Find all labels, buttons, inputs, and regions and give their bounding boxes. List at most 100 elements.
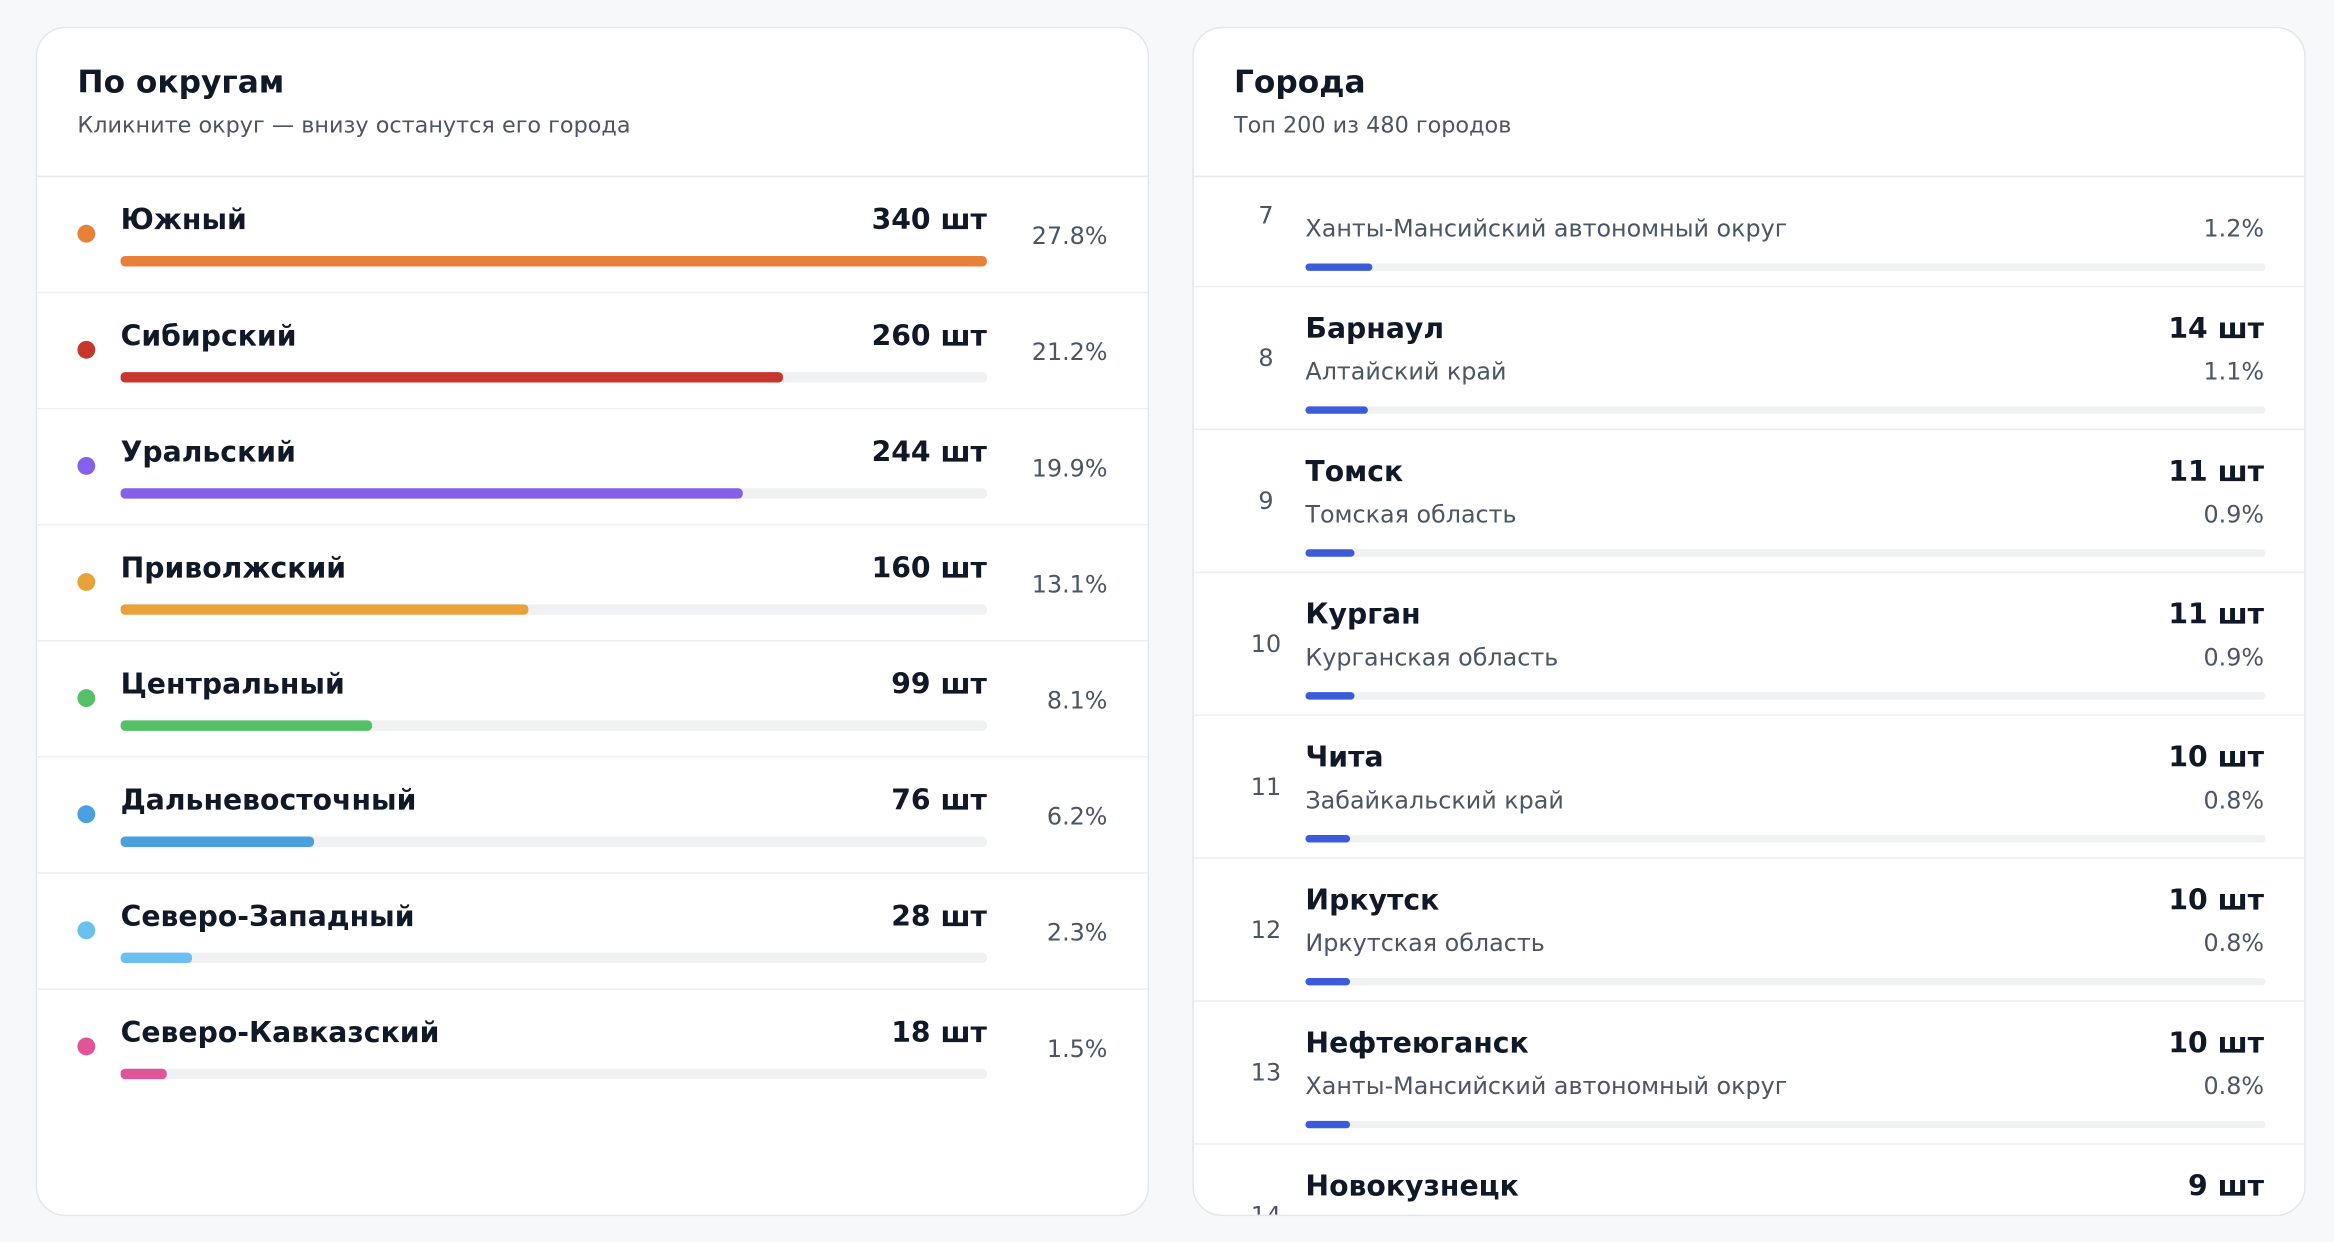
bar-track [1305,263,2266,271]
city-name: Иркутск [1305,884,1440,917]
district-row[interactable]: Сибирский 260 шт 21.2% [37,293,1148,410]
city-rank: 14 [1238,1201,1293,1214]
city-region: Алтайский край [1305,357,1507,386]
divider [1193,571,2305,574]
district-row[interactable]: Центральный 99 шт 8.1% [37,642,1148,758]
district-row[interactable]: Дальневосточный 76 шт 6.2% [37,758,1148,874]
district-row[interactable]: Северо-Западный 28 шт 2.3% [37,874,1148,990]
city-row[interactable]: 14НовокузнецкКемеровская область9 шт0.7% [1194,1145,2304,1215]
cities-card: Города Топ 200 из 480 городов 7 Ханты-Ман… [1192,26,2306,1217]
city-row[interactable]: 13 Нефтеюганск Ханты-Мансийский автономный… [1193,1002,2305,1145]
bar [120,1068,167,1080]
divider [1193,1143,2305,1145]
bar-track [120,372,987,383]
city-rank: 13 [1250,1058,1282,1087]
district-row[interactable]: Уральский 244 шт 19.9% [37,409,1148,526]
city-count: 9 шт [2188,1169,2265,1203]
city-name: Барнаул [1305,312,1445,346]
bar-track [120,256,987,267]
bar-track [1305,549,2266,557]
divider [1193,285,2305,288]
city-row[interactable]: 8 Барнаул Алтайский край 14 шт 1.1% [1193,287,2305,431]
district-dot [77,456,96,475]
city-share: 1.2% [2203,214,2265,243]
bar-track [1305,692,2266,700]
bar [120,952,192,964]
divider [37,756,1148,758]
bar-track [120,488,987,499]
district-dot [77,1037,96,1056]
district-dot [77,340,96,359]
city-share: 0.9% [2203,500,2265,529]
city-share: 0.8% [2203,785,2265,815]
divider [37,523,1148,526]
bar [120,720,373,731]
bar [120,256,987,267]
district-name: Уральский [120,436,296,469]
divider [37,175,1148,178]
city-region: Ханты-Мансийский автономный округ [1305,214,1788,243]
district-count: 99 шт [891,668,987,702]
district-count: 340 шт [871,203,987,237]
city-name: Томск [1305,455,1404,489]
district-name: Центральный [120,668,345,702]
city-region: Курганская область [1305,643,1559,672]
card-subtitle: Кликните округ — внизу останутся его гор… [77,111,631,139]
city-row[interactable]: 11 Чита Забайкальский край 10 шт 0.8% [1193,716,2305,859]
district-dot [77,573,96,591]
district-share: 8.1% [1046,686,1108,715]
district-count: 244 шт [871,436,987,469]
district-row[interactable]: Северо-Кавказский 18 шт 1.5% [37,990,1147,1106]
city-name: Курган [1305,598,1421,632]
city-share: 0.8% [2203,928,2265,958]
city-rank: 12 [1250,915,1282,944]
district-share: 21.2% [1031,337,1108,367]
bar [120,488,743,499]
divider [1193,1000,2305,1002]
card-title: Города [1233,64,1366,100]
divider [37,640,1148,642]
card-subtitle: Топ 200 из 480 городов [1233,111,1512,139]
divider [37,872,1148,874]
district-dot [77,921,96,940]
district-row[interactable]: Приволжский 160 шт 13.1% [37,525,1148,642]
district-dot [77,689,96,708]
city-rank: 10 [1250,629,1282,658]
bar-track [120,952,987,964]
city-row[interactable]: 7 Ханты-Мансийский автономный округ 1.2% [1193,177,2305,288]
bar [120,372,784,383]
bar [1305,406,1368,414]
city-name: Нефтеюганск [1305,1027,1529,1060]
bar [1305,1120,1351,1129]
district-name: Приволжский [120,552,347,585]
district-name: Южный [120,203,247,237]
district-count: 28 шт [891,900,987,934]
district-share: 2.3% [1046,918,1108,947]
city-rank: 9 [1258,486,1274,516]
city-count: 11 шт [2168,598,2265,632]
district-share: 13.1% [1031,570,1108,599]
district-dot [77,224,96,243]
district-share: 1.5% [1046,1034,1108,1063]
city-region: Иркутская область [1305,928,1545,958]
city-row[interactable]: 12 Иркутск Иркутская область 10 шт 0.8% [1193,859,2305,1002]
city-name: Новокузнецк [1305,1169,1519,1203]
district-name: Северо-Кавказский [120,1016,440,1050]
bar-track [120,720,987,731]
city-rank: 7 [1258,200,1274,230]
district-row[interactable]: Южный 340 шт 27.8% [37,177,1148,294]
city-name: Чита [1305,741,1384,775]
city-row[interactable]: 9 Томск Томская область 11 шт 0.9% [1193,430,2305,574]
district-share: 27.8% [1031,221,1108,251]
bar-track [1305,406,2266,414]
bar [120,604,529,615]
district-count: 18 шт [891,1016,987,1050]
bar [1305,263,1373,271]
divider [1193,175,2305,178]
city-list: 7 Ханты-Мансийский автономный округ 1.2% 8 Б… [1193,177,2305,1215]
districts-card: По округам Кликните округ — внизу остану… [35,26,1150,1217]
divider [37,988,1148,990]
city-row[interactable]: 10 Курган Курганская область 11 шт 0.9% [1193,573,2305,716]
